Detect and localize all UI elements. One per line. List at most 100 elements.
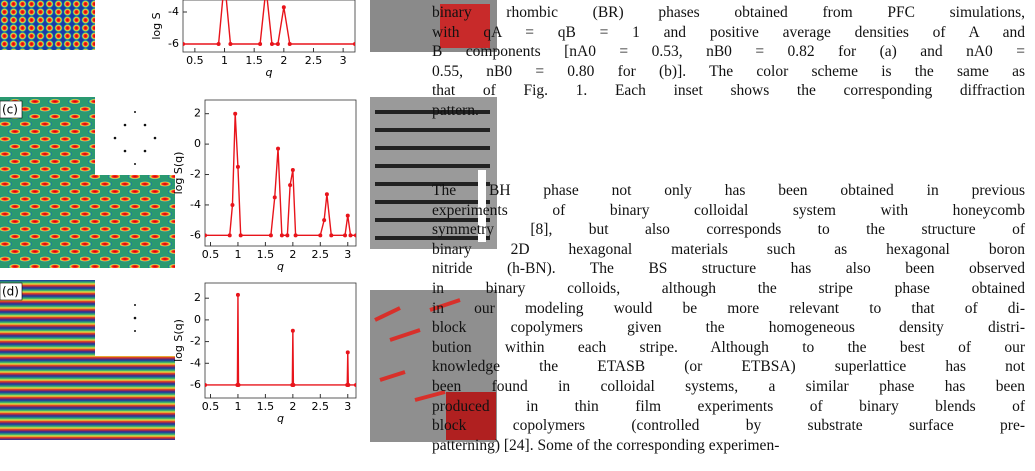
data-point: [345, 213, 350, 218]
x-tick-label: 2: [289, 248, 296, 261]
x-tick-label: 3: [344, 248, 351, 261]
data-point: [216, 42, 221, 46]
photo-inset: [440, 4, 490, 48]
x-tick-label: 2: [280, 54, 287, 67]
x-tick-label: 1.5: [257, 248, 275, 261]
y-tick-label: 0: [194, 313, 201, 326]
text-line: bution within each stripe. Although to t…: [432, 338, 1025, 356]
data-point: [318, 233, 323, 238]
x-tick-label: 1: [234, 400, 241, 413]
x-axis-label: q: [277, 412, 284, 425]
data-point: [281, 5, 286, 10]
data-point: [269, 42, 274, 46]
data-point: [230, 202, 235, 207]
data-point: [348, 233, 353, 238]
x-tick-label: 1.5: [245, 54, 263, 67]
text-line: The BH phase not only has been obtained …: [432, 182, 1025, 199]
data-point: [346, 382, 351, 387]
data-point: [329, 233, 334, 238]
photo-inset: [446, 392, 496, 440]
x-tick-label: 2: [289, 400, 296, 413]
data-point: [279, 233, 284, 238]
text-line: been found in colloidal systems, a simil…: [432, 377, 1025, 395]
data-point: [291, 382, 296, 387]
series-line: [183, 0, 355, 45]
data-point: [258, 42, 263, 46]
y-tick-label: -2: [190, 335, 201, 348]
panel-label: (c): [2, 103, 18, 117]
data-point: [345, 350, 350, 355]
data-point: [268, 233, 273, 238]
text-line: binary rhombic (BR) phases obtained from…: [432, 4, 1025, 21]
text-line: in binary colloids, although the stripe …: [432, 279, 1025, 297]
data-point: [343, 233, 348, 238]
text-line: nitride (h-BN). The BS structure has als…: [432, 260, 1025, 278]
y-tick-label: -4: [168, 5, 179, 18]
diffraction-dots: [133, 304, 137, 332]
text-line: produced in thin film experiments of bin…: [432, 397, 1025, 415]
text-line: block copolymers (controlled by substrat…: [432, 417, 1025, 435]
data-point: [275, 42, 280, 46]
y-tick-label: -4: [190, 356, 201, 369]
data-point: [276, 146, 281, 151]
x-tick-label: 3: [344, 400, 351, 413]
x-tick-label: 2.5: [305, 54, 323, 67]
x-axis-label: q: [266, 66, 273, 79]
x-tick-label: 1: [234, 248, 241, 261]
text-line: symmetry [8], but also corresponds to th…: [432, 221, 1025, 239]
y-axis-label: log S(q): [172, 319, 185, 362]
y-tick-label: -6: [190, 228, 201, 241]
x-tick-label: 1.5: [257, 400, 275, 413]
y-tick-label: -2: [190, 168, 201, 181]
data-point: [228, 42, 233, 46]
y-tick-label: -6: [190, 378, 201, 391]
x-tick-label: 2.5: [312, 248, 330, 261]
data-point: [288, 183, 293, 188]
data-point: [227, 233, 232, 238]
x-axis-label: q: [277, 260, 284, 273]
data-point: [205, 382, 207, 387]
y-tick-label: -4: [190, 198, 201, 211]
data-point: [235, 164, 240, 169]
x-tick-label: 0.5: [202, 248, 220, 261]
y-tick-label: 0: [194, 137, 201, 150]
photo: [370, 97, 497, 249]
data-point: [233, 111, 238, 116]
y-tick-label: -6: [168, 37, 179, 50]
series: [205, 111, 356, 238]
y-tick-label: 2: [194, 291, 201, 304]
x-tick-label: 1: [221, 54, 228, 67]
data-point: [272, 195, 277, 200]
caption: binary rhombic (BR) phases obtained from…: [432, 3, 1025, 121]
data-point: [238, 233, 243, 238]
data-point: [290, 328, 295, 333]
text-line: patterning) [24]. Some of the correspond…: [432, 436, 780, 454]
y-axis-label: log S(q): [172, 152, 185, 195]
x-tick-label: 2.5: [312, 400, 330, 413]
text-line: with qA = qB = 1 and positive average de…: [432, 23, 1025, 41]
x-tick-label: 3: [340, 54, 347, 67]
data-point: [205, 233, 207, 238]
text-line: pattern.: [432, 101, 479, 119]
panel-label: (d): [2, 285, 19, 299]
data-point: [354, 382, 356, 387]
y-axis-label: log S: [150, 12, 163, 39]
data-point: [290, 167, 295, 172]
data-point: [236, 382, 241, 387]
x-tick-label: 0.5: [202, 400, 220, 413]
data-point: [324, 192, 329, 197]
scale-bar: [478, 170, 486, 242]
data-point: [353, 42, 355, 46]
text-line: binary 2D hexagonal materials such as he…: [432, 240, 1025, 258]
series: [183, 0, 355, 46]
data-point: [183, 42, 185, 46]
plot-frame: [204, 282, 357, 399]
x-tick-label: 0.5: [186, 54, 204, 67]
data-point: [285, 233, 290, 238]
text-line: block copolymers given the homogeneous d…: [432, 319, 1025, 337]
panel-label-box: [0, 100, 23, 119]
plot-frame: [204, 99, 357, 247]
data-point: [287, 42, 292, 46]
